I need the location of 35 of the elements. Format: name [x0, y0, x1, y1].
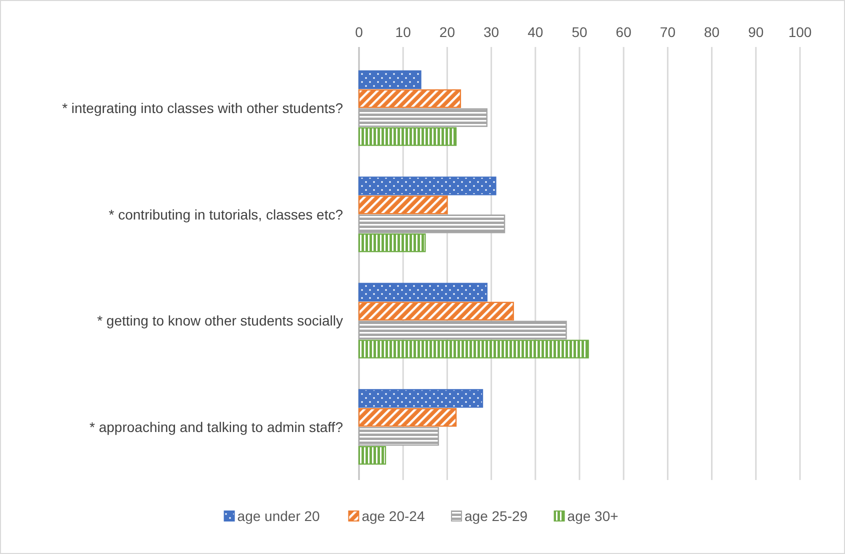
bar — [358, 320, 567, 340]
y-tick-label: * getting to know other students socially — [97, 312, 343, 329]
bar — [358, 446, 386, 465]
bar — [358, 340, 589, 358]
legend-label: age 30+ — [567, 508, 618, 524]
bar — [358, 196, 448, 214]
x-tick-label: 100 — [788, 24, 812, 40]
y-tick-label: * contributing in tutorials, classes etc? — [108, 206, 344, 222]
y-tick-label: * approaching and talking to admin staff? — [90, 418, 344, 435]
x-tick-label: 70 — [660, 24, 676, 40]
bar — [358, 408, 457, 427]
x-tick-label: 80 — [704, 24, 720, 40]
x-tick-label: 60 — [616, 24, 632, 40]
bar — [358, 108, 488, 127]
bar — [358, 127, 457, 146]
bar — [358, 176, 496, 196]
bar — [358, 389, 484, 408]
x-tick-label: 90 — [748, 24, 764, 40]
bar — [358, 70, 422, 89]
legend-label: age under 20 — [237, 508, 320, 524]
x-tick-label: 30 — [484, 24, 500, 40]
x-tick-label: 50 — [572, 24, 588, 40]
x-tick-label: 0 — [355, 24, 364, 40]
bar — [358, 214, 506, 234]
bar — [358, 282, 488, 302]
bar — [358, 427, 439, 446]
bar — [358, 302, 514, 320]
bar — [358, 234, 426, 252]
y-tick-label: * integrating into classes with other students? — [62, 100, 344, 116]
legend-label: age 20-24 — [362, 508, 425, 524]
x-tick-label: 40 — [528, 24, 544, 40]
x-tick-label: 10 — [395, 24, 412, 40]
x-tick-label: 20 — [439, 24, 456, 40]
legend-label: age 25-29 — [464, 508, 528, 524]
bar — [358, 89, 462, 108]
